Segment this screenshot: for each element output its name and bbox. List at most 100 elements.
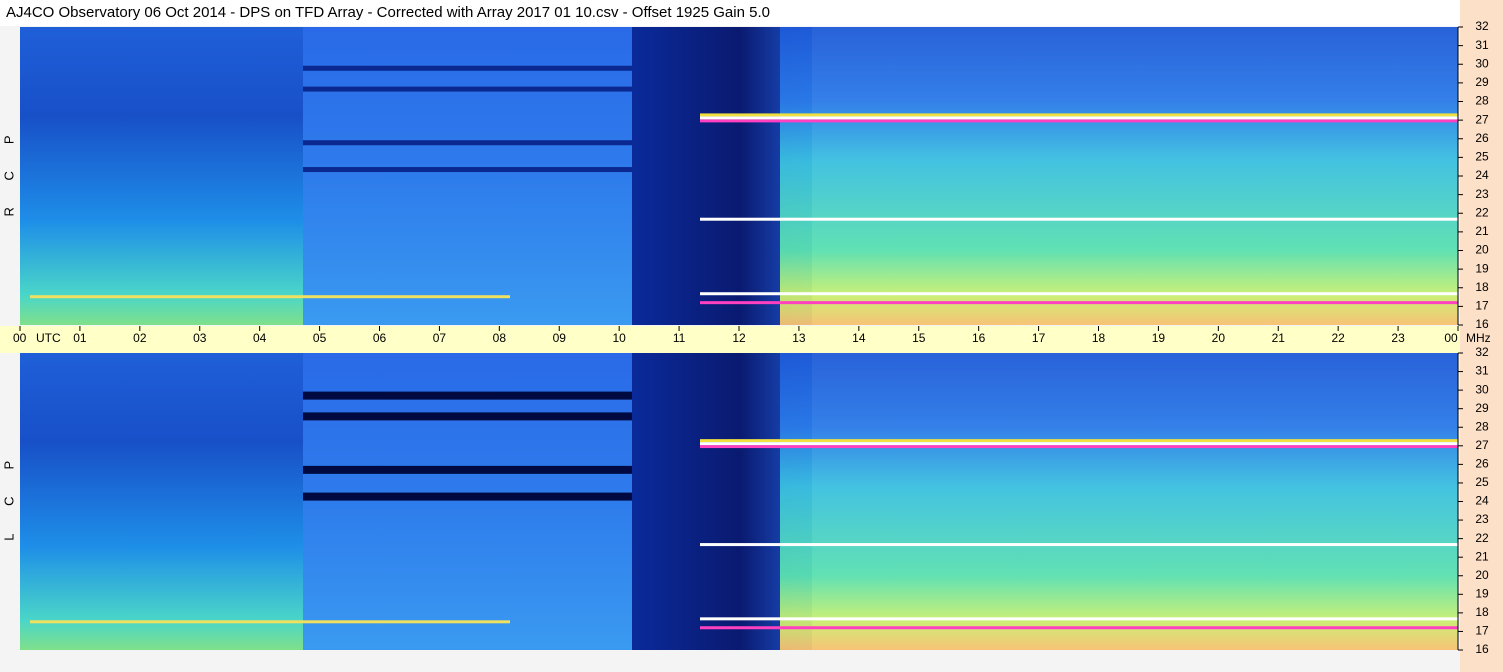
frequency-label: 23 [1475,187,1489,201]
frequency-label: 19 [1475,261,1489,275]
time-label: 23 [1391,331,1405,345]
time-label: 02 [133,331,147,345]
unit-label: MHz [1466,331,1491,345]
frequency-label: 28 [1475,94,1489,108]
dark-stripe [303,86,632,92]
frequency-label: 32 [1475,19,1489,33]
frequency-label: 16 [1475,317,1489,331]
polarization-letter: R [1,207,16,216]
dark-stripe [303,140,632,146]
bright-band [30,295,510,299]
bright-band [700,617,1458,621]
bright-band [700,292,1458,296]
frequency-label: 20 [1475,568,1489,582]
time-label: 16 [972,331,986,345]
time-label: 00 [13,331,27,345]
dark-stripe [303,65,632,71]
time-label: 13 [792,331,806,345]
time-label: 15 [912,331,926,345]
bright-band [700,217,1458,221]
spectrogram-mid [303,353,632,650]
axis-strip [1460,0,1503,672]
dark-stripe [303,412,632,421]
bright-band [700,442,1458,446]
time-label: 07 [433,331,447,345]
bright-band [700,626,1458,630]
frequency-label: 20 [1475,243,1489,257]
frequency-label: 27 [1475,112,1489,126]
time-label: 19 [1152,331,1166,345]
bright-band [700,116,1458,120]
time-label: 12 [732,331,746,345]
frequency-label: 25 [1475,475,1489,489]
bright-band [30,620,510,624]
frequency-label: 25 [1475,150,1489,164]
time-label: 03 [193,331,207,345]
time-label: 06 [373,331,387,345]
polarization-letter: P [1,461,16,470]
dark-stripe [303,391,632,400]
spectrogram-left [20,353,303,650]
bright-band [700,543,1458,547]
time-label: 10 [612,331,626,345]
frequency-label: 31 [1475,364,1489,378]
frequency-label: 17 [1475,624,1489,638]
frequency-label: 30 [1475,382,1489,396]
frequency-label: 19 [1475,586,1489,600]
time-label: 17 [1032,331,1046,345]
time-label: 20 [1212,331,1226,345]
title-bar [0,0,1460,26]
frequency-label: 22 [1475,531,1489,545]
spectrogram-right [780,353,1458,650]
frequency-label: 21 [1475,224,1489,238]
polarization-letter: L [1,534,16,541]
frequency-label: 22 [1475,205,1489,219]
bright-band [700,119,1458,123]
frequency-label: 17 [1475,299,1489,313]
bright-band [700,445,1458,449]
polarization-letter: C [1,171,16,180]
time-label: 14 [852,331,866,345]
frequency-label: 28 [1475,419,1489,433]
spectrogram-mid [303,27,632,325]
time-label: 01 [73,331,87,345]
frequency-label: 23 [1475,512,1489,526]
frequency-label: 27 [1475,438,1489,452]
frequency-label: 29 [1475,75,1489,89]
frequency-label: 24 [1475,168,1489,182]
time-label: 11 [673,331,686,345]
frequency-label: 30 [1475,56,1489,70]
time-label: 21 [1272,331,1286,345]
spectrogram-right [780,27,1458,325]
frequency-label: 24 [1475,494,1489,508]
frequency-label: 26 [1475,131,1489,145]
bright-band [700,301,1458,305]
frequency-label: 21 [1475,549,1489,563]
time-label: 22 [1331,331,1345,345]
time-label: 00 [1444,331,1458,345]
polarization-letter: P [1,135,16,144]
frequency-label: 18 [1475,280,1489,294]
bright-band [700,439,1458,443]
dark-stripe [303,492,632,501]
frequency-label: 16 [1475,642,1489,656]
time-label: 08 [493,331,507,345]
frequency-label: 29 [1475,401,1489,415]
spectrogram-left [20,27,303,325]
utc-label: UTC [36,331,61,345]
time-label: 05 [313,331,327,345]
frequency-label: 26 [1475,457,1489,471]
time-band [0,326,1460,353]
time-label: 04 [253,331,267,345]
dark-stripe [303,465,632,474]
frequency-label: 31 [1475,38,1489,52]
frequency-label: 32 [1475,345,1489,359]
polarization-letter: C [1,496,16,505]
panels [20,27,1458,650]
time-label: 09 [553,331,567,345]
title: AJ4CO Observatory 06 Oct 2014 - DPS on T… [6,4,770,21]
labels: 32 31 30 29 28 27 26 25 24 23 22 21 20 19 18 17 16 R C P 32 3… [1,19,1490,656]
time-label: 18 [1092,331,1106,345]
bright-band [700,113,1458,117]
